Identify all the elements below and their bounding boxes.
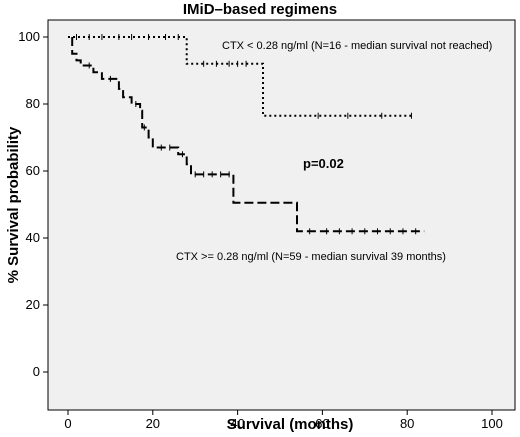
y-tick-label: 20 bbox=[26, 297, 40, 312]
annotation-high-ctx: CTX >= 0.28 ng/ml (N=59 - median surviva… bbox=[176, 251, 446, 263]
x-tick-label: 80 bbox=[400, 416, 414, 431]
chart-title: IMiD–based regimens bbox=[183, 1, 337, 18]
survival-curves bbox=[68, 34, 425, 235]
x-axis: 0 20 40 60 80 100 bbox=[64, 410, 503, 431]
x-axis-label: Survival (months) bbox=[227, 416, 354, 433]
y-tick-label: 60 bbox=[26, 163, 40, 178]
plot-area bbox=[47, 19, 516, 411]
x-tick-label: 0 bbox=[64, 416, 71, 431]
y-axis: 0 20 40 60 80 100 bbox=[18, 29, 48, 379]
y-tick-label: 80 bbox=[26, 96, 40, 111]
p-value-label: p=0.02 bbox=[303, 156, 344, 171]
x-tick-label: 60 bbox=[315, 416, 329, 431]
x-tick-label: 40 bbox=[230, 416, 244, 431]
y-tick-label: 0 bbox=[33, 364, 40, 379]
y-axis-label: % Survival probability bbox=[5, 126, 22, 283]
y-tick-label: 40 bbox=[26, 230, 40, 245]
y-tick-label: 100 bbox=[18, 29, 40, 44]
x-tick-label: 20 bbox=[146, 416, 160, 431]
annotation-low-ctx: CTX < 0.28 ng/ml (N=16 - median survival… bbox=[222, 40, 492, 52]
x-tick-label: 100 bbox=[481, 416, 503, 431]
